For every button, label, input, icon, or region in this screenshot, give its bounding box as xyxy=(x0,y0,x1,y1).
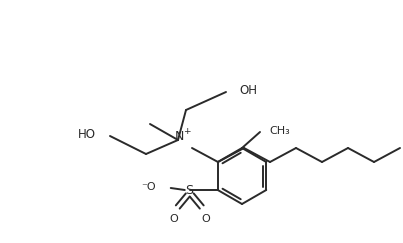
Text: +: + xyxy=(183,127,191,136)
Text: CH₃: CH₃ xyxy=(269,126,290,136)
Text: HO: HO xyxy=(78,129,96,141)
Text: O: O xyxy=(169,214,178,224)
Text: O: O xyxy=(202,214,210,224)
Text: N: N xyxy=(174,130,184,144)
Text: ⁻O: ⁻O xyxy=(141,182,156,192)
Text: S: S xyxy=(185,183,193,197)
Text: OH: OH xyxy=(239,85,257,97)
